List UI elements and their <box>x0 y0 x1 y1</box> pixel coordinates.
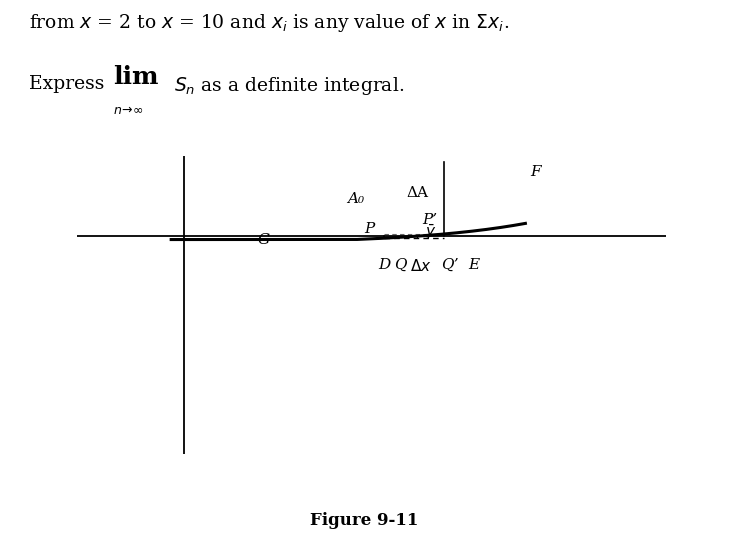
Text: $\bar{y}$: $\bar{y}$ <box>425 223 437 242</box>
Text: D: D <box>378 258 391 272</box>
Text: P’: P’ <box>423 213 437 227</box>
Text: lim: lim <box>113 65 158 89</box>
Text: E: E <box>469 258 480 272</box>
Text: Q: Q <box>394 258 406 272</box>
Text: $n\!\rightarrow\!\infty$: $n\!\rightarrow\!\infty$ <box>113 104 144 117</box>
Text: Q’: Q’ <box>441 258 459 272</box>
Text: A₀: A₀ <box>348 192 364 206</box>
Text: P: P <box>364 222 375 235</box>
Text: F: F <box>530 165 540 179</box>
Text: $\Delta x$: $\Delta x$ <box>410 258 431 274</box>
Text: G: G <box>258 233 270 247</box>
Text: $S_n$ as a definite integral.: $S_n$ as a definite integral. <box>174 75 404 97</box>
Text: Express: Express <box>29 75 111 93</box>
Text: Figure 9-11: Figure 9-11 <box>311 512 418 529</box>
Text: ΔA: ΔA <box>406 186 428 200</box>
Text: from $x$ = 2 to $x$ = 10 and $x_i$ is any value of $x$ in $\Sigma x_i$.: from $x$ = 2 to $x$ = 10 and $x_i$ is an… <box>29 12 510 34</box>
